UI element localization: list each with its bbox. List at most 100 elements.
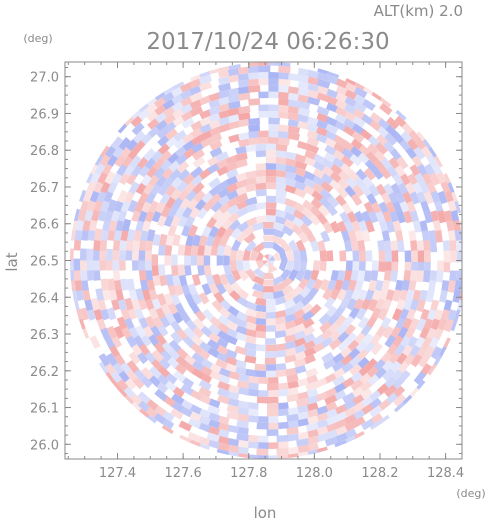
field-cell xyxy=(127,325,139,339)
field-cell xyxy=(187,197,199,211)
field-cell xyxy=(358,220,369,233)
field-cell xyxy=(236,413,249,422)
field-cell xyxy=(328,330,341,343)
field-cell xyxy=(326,102,340,113)
field-cell xyxy=(423,191,434,205)
field-cell xyxy=(354,82,367,91)
field-cell xyxy=(172,370,186,383)
field-cell xyxy=(117,208,128,222)
field-cell xyxy=(189,84,203,96)
field-cell xyxy=(411,260,418,273)
field-cell xyxy=(226,175,239,186)
field-cell xyxy=(237,66,251,75)
field-cell xyxy=(207,162,221,174)
field-cell xyxy=(122,218,132,232)
field-cell xyxy=(172,196,184,210)
field-cell xyxy=(184,254,191,266)
field-cell xyxy=(319,279,331,292)
field-cell xyxy=(297,100,311,110)
field-cell xyxy=(375,210,386,224)
field-cell xyxy=(341,202,353,216)
field-cell xyxy=(191,292,203,305)
field-cell xyxy=(429,240,438,253)
field-cell xyxy=(286,453,299,459)
field-cell xyxy=(305,402,319,412)
field-cell xyxy=(335,194,348,207)
field-cell xyxy=(281,225,295,237)
field-cell xyxy=(303,340,316,351)
field-cell xyxy=(352,184,365,198)
field-cell xyxy=(286,426,299,435)
field-cell xyxy=(246,415,259,423)
field-cell xyxy=(73,238,82,251)
field-cell xyxy=(252,221,265,231)
field-cell xyxy=(194,198,207,211)
field-cell xyxy=(235,318,248,329)
field-cell xyxy=(319,260,327,272)
field-cell xyxy=(326,71,340,79)
field-cell xyxy=(307,116,320,127)
field-cell xyxy=(235,192,249,203)
field-cell xyxy=(324,401,338,413)
field-cell xyxy=(305,415,319,425)
field-cell xyxy=(312,342,325,354)
field-cell xyxy=(255,260,264,270)
field-cell xyxy=(126,360,139,374)
field-cell xyxy=(80,268,88,281)
field-cell xyxy=(105,248,113,261)
field-cell xyxy=(267,383,279,391)
field-cell xyxy=(199,122,213,134)
field-cell xyxy=(120,278,129,291)
field-cell xyxy=(198,95,213,106)
field-cell xyxy=(287,132,300,141)
field-cell xyxy=(367,298,379,312)
field-cell xyxy=(265,182,277,190)
field-cell xyxy=(111,208,121,222)
field-cell xyxy=(216,329,229,341)
field-cell xyxy=(310,240,320,252)
field-cell xyxy=(352,260,360,272)
field-cell xyxy=(154,306,166,320)
field-cell xyxy=(370,307,382,321)
field-cell xyxy=(344,239,353,252)
field-cell xyxy=(265,156,278,164)
field-cell xyxy=(99,238,108,251)
field-cell xyxy=(92,258,100,271)
field-cell xyxy=(336,288,348,302)
field-cell xyxy=(382,325,394,339)
field-cell xyxy=(324,394,338,406)
field-cell xyxy=(180,283,191,296)
field-cell xyxy=(316,212,329,226)
field-cell xyxy=(164,254,172,266)
field-cell xyxy=(331,352,345,365)
field-cell xyxy=(360,298,372,312)
field-cell xyxy=(293,337,307,348)
field-cell xyxy=(200,136,214,148)
field-cell xyxy=(227,87,241,97)
field-cell xyxy=(228,289,241,302)
field-cell xyxy=(97,297,107,311)
field-cell xyxy=(93,238,101,251)
field-cell xyxy=(284,327,297,337)
field-cell xyxy=(170,331,183,345)
field-cell xyxy=(433,155,443,168)
field-cell xyxy=(172,81,185,90)
field-cell xyxy=(123,393,135,405)
field-cell xyxy=(337,177,350,191)
field-cell xyxy=(178,420,192,432)
field-cell xyxy=(193,190,206,203)
field-cell xyxy=(248,130,260,139)
field-cell xyxy=(332,157,346,169)
field-cell xyxy=(416,270,425,283)
field-cell xyxy=(93,268,101,281)
field-cell xyxy=(82,288,91,301)
field-cell xyxy=(293,344,307,355)
field-cell xyxy=(319,321,332,334)
field-cell xyxy=(198,74,212,85)
field-cell xyxy=(274,323,287,332)
field-cell xyxy=(363,167,376,181)
field-cell xyxy=(226,182,239,193)
field-cell xyxy=(449,270,457,283)
field-cell xyxy=(174,283,184,296)
field-cell xyxy=(74,278,83,291)
